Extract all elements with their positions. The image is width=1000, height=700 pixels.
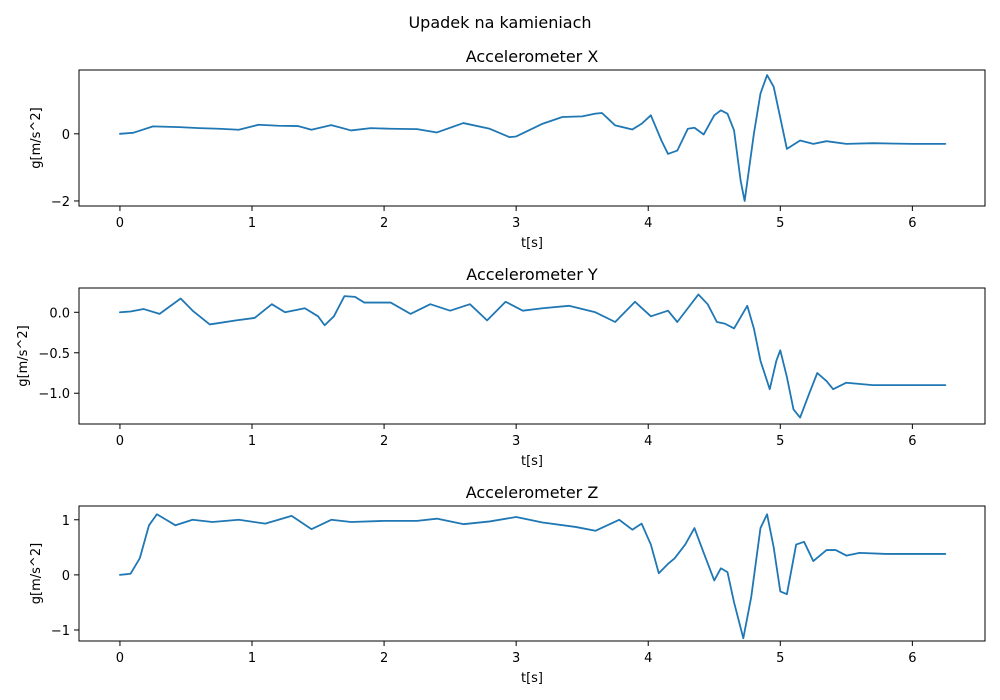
x-tick-label: 3 (512, 651, 520, 666)
x-tick-label: 4 (644, 216, 652, 231)
x-tick-label: 6 (908, 434, 916, 449)
x-tick-label: 5 (776, 434, 784, 449)
figure-title: Upadek na kamieniach (408, 13, 591, 32)
series-line (119, 74, 947, 202)
x-axis-label: t[s] (521, 671, 543, 686)
series-line (119, 293, 947, 419)
x-tick-label: 2 (380, 434, 388, 449)
y-tick-label: 0 (62, 569, 70, 584)
y-tick-label: −2 (51, 195, 70, 210)
x-tick-label: 1 (248, 434, 256, 449)
subplot-1: 0 1 2 3 4 5 6 −2 0 Accelerometer X t[s] g[m/s^2] (29, 47, 986, 251)
x-tick-label: 6 (908, 651, 916, 666)
y-tick-label: 1 (62, 514, 70, 529)
x-axis-label: t[s] (521, 236, 543, 251)
y-axis-label: g[m/s^2] (16, 325, 31, 386)
y-tick-label: −1 (51, 624, 70, 639)
y-tick-label: −0.5 (38, 347, 70, 362)
plot-frame (78, 69, 986, 207)
x-tick-label: 4 (644, 651, 652, 666)
x-tick-label: 0 (116, 434, 124, 449)
charts-container: 0 1 2 3 4 5 6 −2 0 Accelerometer X t[s] g[m/s^2] 0 1 2… (16, 47, 986, 686)
plot-frame (78, 505, 986, 642)
x-tick-label: 1 (248, 216, 256, 231)
x-tick-label: 1 (248, 651, 256, 666)
y-tick-label: −1.0 (38, 387, 70, 402)
x-tick-label: 2 (380, 651, 388, 666)
x-tick-label: 4 (644, 434, 652, 449)
x-tick-label: 5 (776, 216, 784, 231)
subplot-3: 0 1 2 3 4 5 6 −1 0 1 Accelerometer Z t[s] g[m/s^2] (29, 483, 986, 686)
plot-frame (78, 287, 986, 425)
x-tick-label: 6 (908, 216, 916, 231)
y-tick-label: 0 (62, 128, 70, 143)
series-line (119, 513, 947, 640)
y-axis-label: g[m/s^2] (29, 107, 44, 168)
subplot-title: Accelerometer Y (466, 265, 598, 284)
x-tick-label: 5 (776, 651, 784, 666)
x-tick-label: 2 (380, 216, 388, 231)
subplot-title: Accelerometer Z (466, 483, 599, 502)
x-tick-label: 0 (116, 216, 124, 231)
y-axis-label: g[m/s^2] (29, 543, 44, 604)
x-tick-label: 0 (116, 651, 124, 666)
subplot-2: 0 1 2 3 4 5 6 −1.0 −0.5 0.0 Accelerometer Y t[s] g[m… (16, 265, 986, 469)
x-tick-label: 3 (512, 216, 520, 231)
x-axis-label: t[s] (521, 454, 543, 469)
x-tick-label: 3 (512, 434, 520, 449)
y-tick-label: 0.0 (49, 306, 70, 321)
subplot-title: Accelerometer X (466, 47, 599, 66)
